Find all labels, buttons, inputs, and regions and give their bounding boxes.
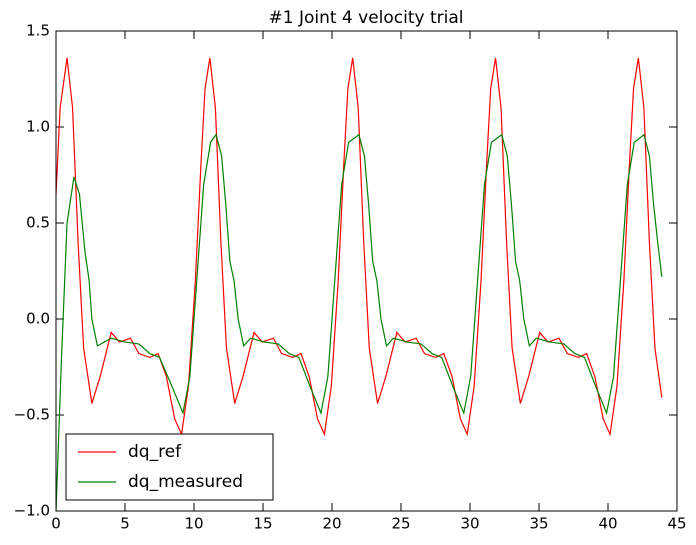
x-tick-label: 5 (120, 515, 130, 533)
data-line (56, 57, 663, 437)
x-tick-label: 45 (667, 515, 686, 533)
x-tick-label: 20 (322, 515, 341, 533)
y-tick-label: 1.5 (26, 22, 50, 40)
x-tick-label: 35 (529, 515, 548, 533)
y-tick-label: 0.5 (26, 214, 50, 232)
x-tick-label: 10 (184, 515, 203, 533)
x-tick-label: 40 (598, 515, 617, 533)
x-tick-label: 0 (51, 515, 61, 533)
y-tick-label: 0.0 (26, 310, 50, 328)
legend-label: dq_ref (128, 442, 182, 462)
x-tick-label: 30 (460, 515, 479, 533)
plot-frame (55, 30, 678, 512)
data-line (56, 133, 663, 511)
x-tick-label: 15 (253, 515, 272, 533)
y-tick-label: −0.5 (14, 406, 50, 424)
y-tick-label: 1.0 (26, 118, 50, 136)
y-tick-label: −1.0 (14, 502, 50, 520)
legend-box (65, 433, 274, 501)
x-tick-label: 25 (391, 515, 410, 533)
chart-title: #1 Joint 4 velocity trial (268, 8, 463, 28)
legend-label: dq_measured (128, 472, 243, 492)
